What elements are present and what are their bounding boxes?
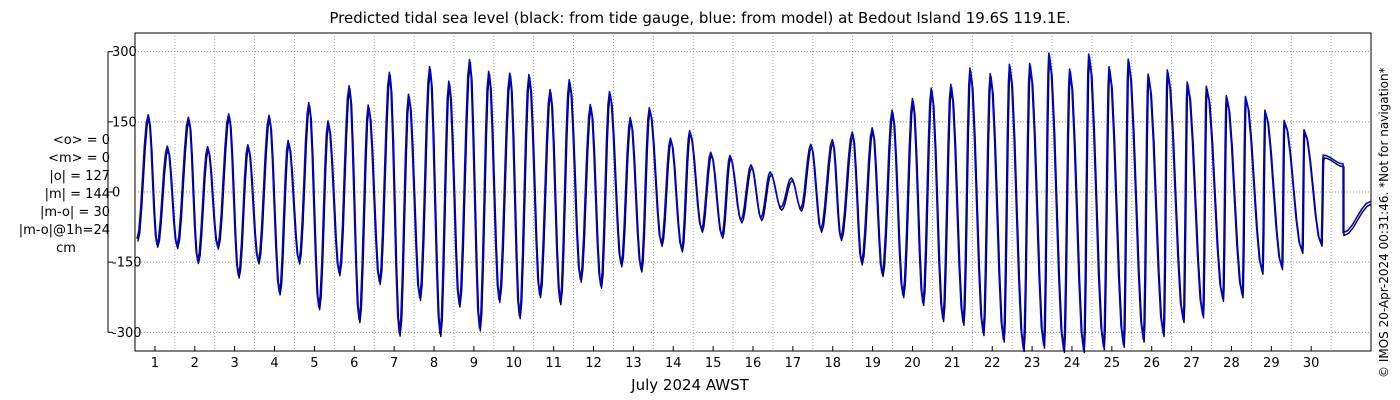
x-tick-label: 6 bbox=[350, 356, 358, 371]
x-tick-label: 3 bbox=[231, 356, 239, 371]
y-tick-label: 300 bbox=[112, 45, 137, 60]
y-tick-label: 150 bbox=[112, 115, 137, 130]
stat-unit: cm bbox=[56, 241, 76, 256]
stat-abs-diff: |m-o| = 30 bbox=[39, 205, 110, 220]
x-tick-label: 20 bbox=[904, 356, 921, 371]
x-tick-label: 1 bbox=[151, 356, 159, 371]
x-tick-label: 23 bbox=[1024, 356, 1041, 371]
x-tick-label: 2 bbox=[191, 356, 199, 371]
x-tick-label: 18 bbox=[824, 356, 841, 371]
x-tick-label: 19 bbox=[864, 356, 881, 371]
x-tick-label: 29 bbox=[1263, 356, 1280, 371]
x-tick-label: 7 bbox=[390, 356, 398, 371]
x-tick-label: 26 bbox=[1143, 356, 1160, 371]
chart-title: Predicted tidal sea level (black: from t… bbox=[329, 9, 1071, 27]
x-tick-label: 28 bbox=[1223, 356, 1240, 371]
stat-mean-observed: <o> = 0 bbox=[52, 133, 110, 148]
series-layer bbox=[136, 52, 1372, 354]
x-tick-label: 13 bbox=[625, 356, 642, 371]
x-tick-label: 27 bbox=[1183, 356, 1200, 371]
x-tick-label: 14 bbox=[665, 356, 682, 371]
x-tick-label: 5 bbox=[310, 356, 318, 371]
x-tick-label: 22 bbox=[984, 356, 1001, 371]
stat-abs-model: |m| = 144 bbox=[44, 187, 110, 202]
x-tick-label: 24 bbox=[1064, 356, 1081, 371]
x-tick-label: 16 bbox=[745, 356, 762, 371]
stat-abs-diff-1h: |m-o|@1h=24 bbox=[18, 223, 110, 238]
x-tick-label: 17 bbox=[785, 356, 802, 371]
x-tick-label: 10 bbox=[506, 356, 523, 371]
stat-mean-model: <m> = 0 bbox=[48, 151, 110, 166]
y-tick-label: 0 bbox=[112, 186, 120, 201]
x-tick-label: 11 bbox=[545, 356, 562, 371]
y-tick-label: -150 bbox=[112, 256, 142, 271]
x-tick-label: 21 bbox=[944, 356, 961, 371]
y-tick-label: -300 bbox=[112, 326, 142, 341]
copyright-notice: © IMOS 20-Apr-2024 00:31:46. *Not for na… bbox=[1377, 67, 1391, 378]
stat-abs-observed: |o| = 127 bbox=[49, 169, 110, 184]
x-tick-label: 30 bbox=[1303, 356, 1320, 371]
x-axis-label: July 2024 AWST bbox=[631, 376, 749, 394]
series-line-model bbox=[136, 52, 1372, 351]
x-tick-label: 12 bbox=[585, 356, 602, 371]
x-tick-label: 9 bbox=[470, 356, 478, 371]
x-tick-label: 25 bbox=[1104, 356, 1121, 371]
x-tick-label: 15 bbox=[705, 356, 722, 371]
x-tick-label: 4 bbox=[270, 356, 278, 371]
x-tick-label: 8 bbox=[430, 356, 438, 371]
